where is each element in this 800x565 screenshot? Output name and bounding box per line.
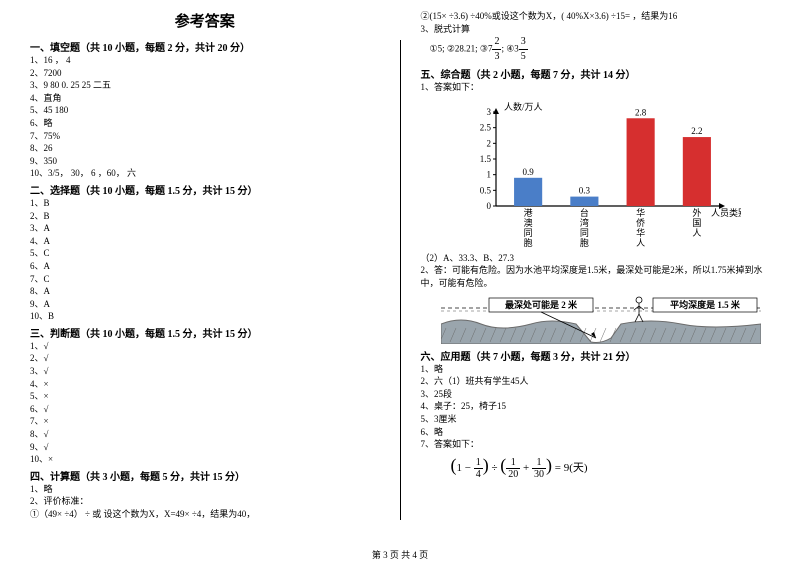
q6-4: 4、桌子：25，椅子15 bbox=[421, 400, 771, 413]
svg-text:最深处可能是 2 米: 最深处可能是 2 米 bbox=[504, 299, 577, 310]
svg-text:人员类别: 人员类别 bbox=[711, 207, 741, 218]
svg-text:1: 1 bbox=[486, 169, 491, 179]
pool-svg: 最深处可能是 2 米 平均深度是 1.5 米 bbox=[441, 294, 761, 344]
svg-text:人数/万人: 人数/万人 bbox=[504, 101, 543, 112]
q6-5: 5、3厘米 bbox=[421, 413, 771, 426]
q4-3: ①（49× ÷4） ÷ 或 设这个数为X，X=49× ÷4，结果为40， bbox=[30, 508, 380, 521]
section-3-header: 三、判断题（共 10 小题，每题 1.5 分，共计 15 分） bbox=[30, 325, 380, 340]
section-4-header: 四、计算题（共 3 小题，每题 5 分，共计 15 分） bbox=[30, 468, 380, 483]
section-2-header: 二、选择题（共 10 小题，每题 1.5 分，共计 15 分） bbox=[30, 182, 380, 197]
q1-3: 3、9 80 0. 25 25 二五 bbox=[30, 79, 380, 92]
q3-5: 5、× bbox=[30, 390, 380, 403]
q2-4: 4、A bbox=[30, 235, 380, 248]
q2-6: 6、A bbox=[30, 260, 380, 273]
svg-text:华: 华 bbox=[636, 227, 645, 238]
q1-10: 10、3/5， 30， 6 ，60， 六 bbox=[30, 167, 380, 180]
q3-6: 6、√ bbox=[30, 403, 380, 416]
q1-1: 1、16 ， 4 bbox=[30, 54, 380, 67]
svg-text:2.8: 2.8 bbox=[635, 107, 647, 117]
svg-text:人: 人 bbox=[692, 228, 701, 238]
chart-svg: 00.511.522.53人数/万人人员类别0.9港澳同胞0.3台湾同胞2.8华… bbox=[461, 98, 741, 248]
formula: (1 − 14) ÷ (120 + 130) = 9(天) bbox=[451, 455, 771, 480]
pool-diagram: 最深处可能是 2 米 平均深度是 1.5 米 bbox=[441, 294, 761, 344]
section-1-header: 一、填空题（共 10 小题，每题 2 分，共计 20 分） bbox=[30, 39, 380, 54]
svg-text:平均深度是 1.5 米: 平均深度是 1.5 米 bbox=[670, 299, 741, 310]
q3-8: 8、√ bbox=[30, 428, 380, 441]
q4-1: 1、略 bbox=[30, 483, 380, 496]
svg-text:台: 台 bbox=[579, 207, 588, 218]
q2-7: 7、C bbox=[30, 273, 380, 286]
q3-10: 10、× bbox=[30, 453, 380, 466]
q1-2: 2、7200 bbox=[30, 67, 380, 80]
svg-text:3: 3 bbox=[486, 107, 491, 117]
svg-text:1.5: 1.5 bbox=[479, 154, 491, 164]
svg-text:0.9: 0.9 bbox=[522, 167, 534, 177]
svg-text:华: 华 bbox=[636, 207, 645, 218]
q4-2: 2、评价标准： bbox=[30, 495, 380, 508]
q2-9: 9、A bbox=[30, 298, 380, 311]
svg-text:0: 0 bbox=[486, 201, 491, 211]
svg-text:0.3: 0.3 bbox=[578, 185, 590, 195]
q3-9: 9、√ bbox=[30, 441, 380, 454]
q2-1: 1、B bbox=[30, 197, 380, 210]
svg-text:0.5: 0.5 bbox=[479, 185, 491, 195]
q1-6: 6、略 bbox=[30, 117, 380, 130]
svg-text:港: 港 bbox=[523, 207, 532, 218]
s5-pre: 1、答案如下： bbox=[421, 81, 771, 94]
q3-7: 7、× bbox=[30, 415, 380, 428]
svg-text:湾: 湾 bbox=[579, 217, 588, 228]
svg-text:国: 国 bbox=[692, 218, 701, 228]
r-top-2: 3、脱式计算 bbox=[421, 23, 771, 36]
q6-2: 2、六（1）班共有学生45人 bbox=[421, 375, 771, 388]
q3-2: 2、√ bbox=[30, 352, 380, 365]
q1-5: 5、45 180 bbox=[30, 104, 380, 117]
q2-5: 5、C bbox=[30, 247, 380, 260]
svg-text:2: 2 bbox=[486, 138, 491, 148]
q1-9: 9、350 bbox=[30, 155, 380, 168]
svg-text:同: 同 bbox=[579, 228, 588, 238]
svg-text:人: 人 bbox=[636, 238, 645, 248]
s5-after-1: （2）A、33.3、B、27.3 bbox=[421, 252, 771, 265]
svg-text:侨: 侨 bbox=[636, 217, 645, 228]
q2-10: 10、B bbox=[30, 310, 380, 323]
q1-8: 8、26 bbox=[30, 142, 380, 155]
left-column: 参考答案 一、填空题（共 10 小题，每题 2 分，共计 20 分） 1、16 … bbox=[30, 10, 380, 521]
q3-1: 1、√ bbox=[30, 340, 380, 353]
right-column: ②(15× ÷3.6) ÷40%或设这个数为X，( 40%X×3.6) ÷15=… bbox=[421, 10, 771, 521]
q2-2: 2、B bbox=[30, 210, 380, 223]
q3-4: 4、× bbox=[30, 378, 380, 391]
column-divider bbox=[400, 40, 401, 520]
q1-4: 4、直角 bbox=[30, 92, 380, 105]
svg-text:2.5: 2.5 bbox=[479, 122, 491, 132]
r-circled: ①5; ②28.21; ③723; ④335 bbox=[421, 35, 771, 64]
svg-text:外: 外 bbox=[692, 207, 701, 218]
svg-text:胞: 胞 bbox=[579, 237, 588, 248]
r-top-1: ②(15× ÷3.6) ÷40%或设这个数为X，( 40%X×3.6) ÷15=… bbox=[421, 10, 771, 23]
q3-3: 3、√ bbox=[30, 365, 380, 378]
section-5-header: 五、综合题（共 2 小题，每题 7 分，共计 14 分） bbox=[421, 66, 771, 81]
q2-8: 8、A bbox=[30, 285, 380, 298]
q1-7: 7、75% bbox=[30, 130, 380, 143]
page-title: 参考答案 bbox=[30, 10, 380, 31]
q6-6: 6、略 bbox=[421, 426, 771, 439]
svg-text:胞: 胞 bbox=[523, 237, 532, 248]
q6-3: 3、25段 bbox=[421, 388, 771, 401]
svg-text:澳: 澳 bbox=[523, 217, 532, 228]
page-footer: 第 3 页 共 4 页 bbox=[0, 548, 800, 561]
q2-3: 3、A bbox=[30, 222, 380, 235]
svg-text:2.2: 2.2 bbox=[691, 126, 702, 136]
svg-text:同: 同 bbox=[523, 228, 532, 238]
s5-after-2: 2、答：可能有危险。因为水池平均深度是1.5米，最深处可能是2米，所以1.75米… bbox=[421, 264, 771, 289]
q6-1: 1、略 bbox=[421, 363, 771, 376]
bar-chart: 00.511.522.53人数/万人人员类别0.9港澳同胞0.3台湾同胞2.8华… bbox=[461, 98, 741, 248]
section-6-header: 六、应用题（共 7 小题，每题 3 分，共计 21 分） bbox=[421, 348, 771, 363]
q6-7: 7、答案如下： bbox=[421, 438, 771, 451]
